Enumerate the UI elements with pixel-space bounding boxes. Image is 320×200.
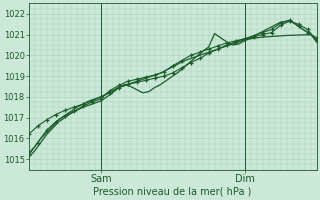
X-axis label: Pression niveau de la mer( hPa ): Pression niveau de la mer( hPa ) bbox=[93, 187, 252, 197]
